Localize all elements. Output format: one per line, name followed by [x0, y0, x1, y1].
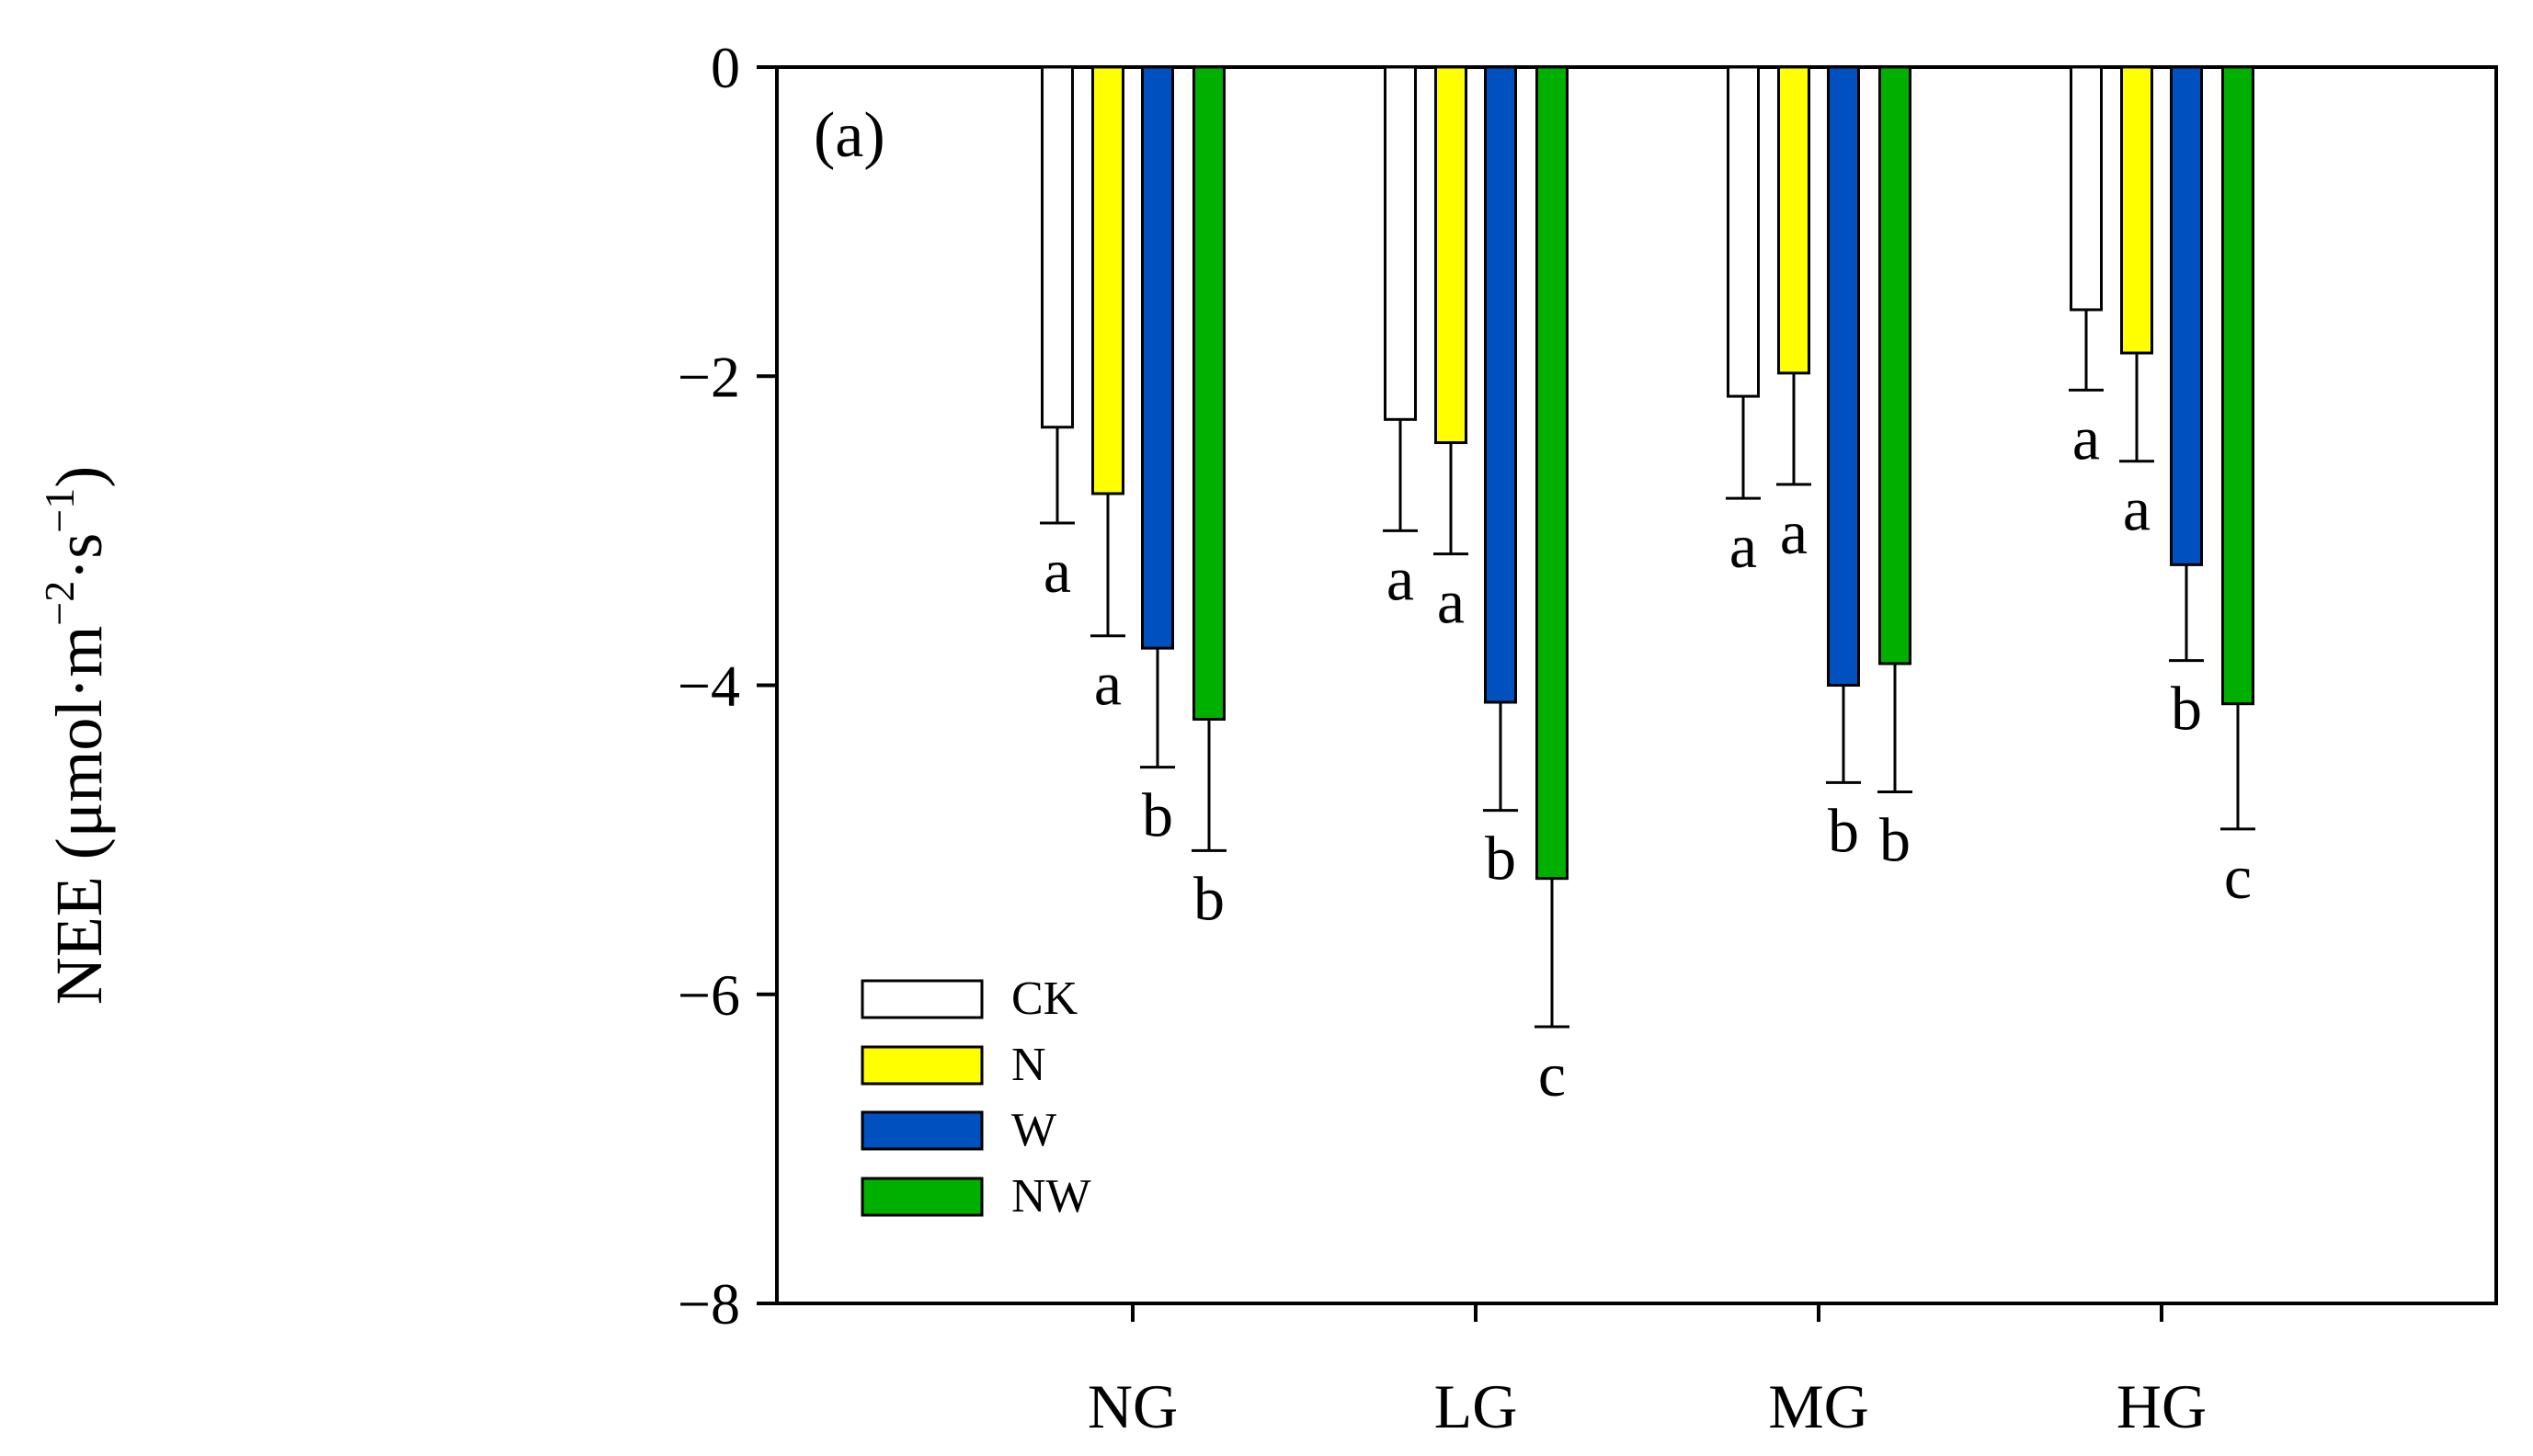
legend-label-nw: NW [1011, 1170, 1091, 1223]
y-tick-label: −8 [678, 1271, 740, 1337]
y-tick-label: −2 [678, 344, 740, 409]
legend-swatch-n [861, 1045, 984, 1086]
sig-letter-nw-hg: c [2224, 842, 2252, 912]
sig-letter-n-hg: a [2123, 474, 2151, 544]
sig-letter-nw-ng: b [1193, 863, 1225, 933]
x-tick-label-hg: HG [2117, 1371, 2207, 1441]
sig-letter-n-mg: a [1780, 497, 1808, 567]
sig-letter-ck-mg: a [1729, 511, 1757, 581]
panel-label: (a) [814, 100, 885, 171]
x-tick-label-mg: MG [1768, 1371, 1869, 1441]
sig-letter-ck-lg: a [1386, 543, 1414, 613]
y-axis-title: NEE (μmol·m−2·s−1) [36, 466, 116, 1005]
bar-nw-lg [1535, 65, 1569, 881]
bar-ck-lg [1384, 65, 1417, 421]
bar-n-mg [1777, 65, 1810, 375]
bar-ck-hg [2070, 65, 2103, 312]
sig-letter-nw-lg: c [1538, 1040, 1566, 1109]
sig-letter-ck-ng: a [1044, 536, 1071, 606]
bar-w-ng [1141, 65, 1174, 650]
bar-ck-ng [1041, 65, 1074, 429]
bar-n-ng [1091, 65, 1124, 495]
bar-w-lg [1484, 65, 1517, 704]
legend-label-ck: CK [1011, 973, 1078, 1025]
sig-letter-w-mg: b [1828, 795, 1859, 865]
x-tick-label-ng: NG [1088, 1371, 1178, 1441]
legend-label-n: N [1011, 1039, 1046, 1091]
sig-letter-w-ng: b [1142, 780, 1173, 850]
sig-letter-ck-hg: a [2072, 403, 2100, 472]
sig-letter-n-ng: a [1094, 649, 1122, 719]
y-axis: 0 −2 −4 −6 −8 [678, 35, 777, 1337]
bar-nw-hg [2221, 65, 2254, 706]
bar-nw-ng [1192, 65, 1226, 721]
sig-letter-n-lg: a [1437, 567, 1465, 637]
sig-letter-w-hg: b [2171, 674, 2202, 744]
bar-n-lg [1434, 65, 1467, 445]
legend-swatch-nw [861, 1177, 984, 1217]
error-bars [1040, 309, 2255, 1029]
sig-letter-w-lg: b [1485, 824, 1516, 893]
legend-swatch-w [861, 1110, 984, 1151]
x-axis: NG LG MG HG [1088, 1303, 2207, 1441]
legend-swatch-ck [861, 979, 984, 1019]
legend-label-w: W [1011, 1104, 1056, 1156]
x-tick-label-lg: LG [1434, 1371, 1518, 1441]
bar-w-hg [2170, 65, 2203, 566]
bar-ck-mg [1727, 65, 1760, 398]
y-tick-label: 0 [711, 35, 740, 100]
bar-nw-mg [1878, 65, 1911, 665]
y-tick-label: −4 [678, 654, 740, 719]
bar-w-mg [1827, 65, 1860, 687]
y-tick-label: −6 [678, 962, 740, 1028]
sig-letter-nw-mg: b [1879, 805, 1911, 875]
bar-n-hg [2120, 65, 2153, 355]
legend: CK N W NW [861, 973, 1091, 1223]
